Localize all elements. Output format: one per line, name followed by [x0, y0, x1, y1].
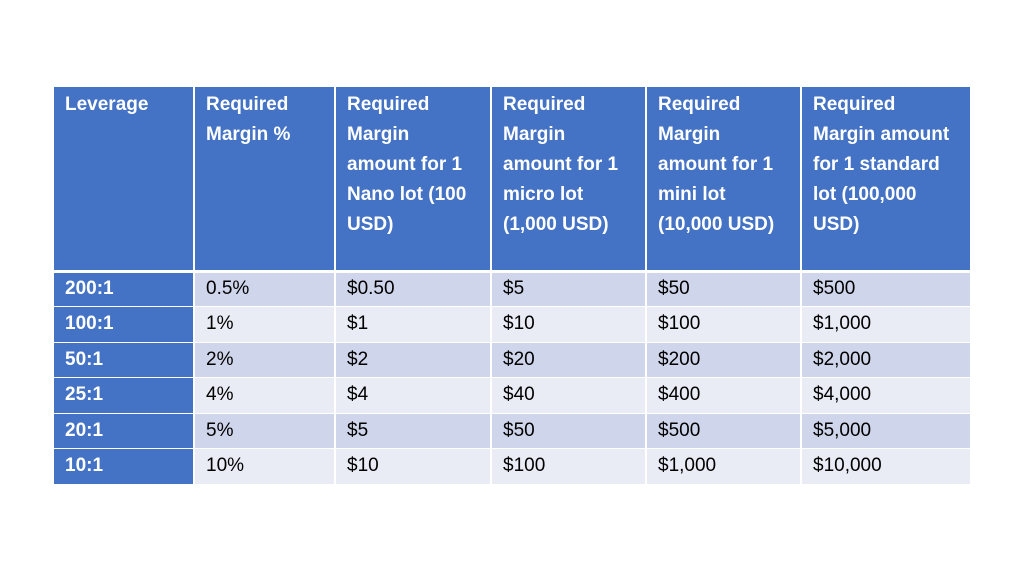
micro-lot-cell: $5	[491, 271, 647, 307]
standard-lot-cell: $5,000	[801, 413, 970, 449]
standard-lot-cell: $2,000	[801, 342, 970, 378]
margin-percent-cell: 0.5%	[194, 271, 336, 307]
table-row: 50:1 2% $2 $20 $200 $2,000	[54, 342, 970, 378]
micro-lot-cell: $40	[491, 377, 647, 414]
micro-lot-cell: $20	[491, 342, 647, 378]
margin-percent-cell: 5%	[194, 413, 336, 449]
margin-percent-cell: 2%	[194, 342, 336, 378]
table-row: 10:1 10% $10 $100 $1,000 $10,000	[54, 448, 970, 485]
leverage-cell: 25:1	[54, 377, 195, 414]
mini-lot-cell: $200	[646, 342, 802, 378]
table-row: 20:1 5% $5 $50 $500 $5,000	[54, 413, 970, 449]
table-header-row: Leverage Required Margin % Required Marg…	[54, 87, 970, 273]
micro-lot-cell: $100	[491, 448, 647, 485]
standard-lot-cell: $4,000	[801, 377, 970, 414]
table-row: 200:1 0.5% $0.50 $5 $50 $500	[54, 271, 970, 307]
margin-percent-cell: 1%	[194, 306, 336, 343]
nano-lot-cell: $1	[335, 306, 492, 343]
leverage-cell: 200:1	[54, 271, 195, 307]
nano-lot-cell: $10	[335, 448, 492, 485]
mini-lot-cell: $100	[646, 306, 802, 343]
margin-percent-cell: 4%	[194, 377, 336, 414]
header-nano-lot: Required Margin amount for 1 Nano lot (1…	[335, 87, 492, 273]
leverage-cell: 20:1	[54, 413, 195, 449]
header-leverage: Leverage	[54, 87, 195, 273]
leverage-cell: 10:1	[54, 448, 195, 485]
standard-lot-cell: $10,000	[801, 448, 970, 485]
mini-lot-cell: $500	[646, 413, 802, 449]
nano-lot-cell: $5	[335, 413, 492, 449]
mini-lot-cell: $1,000	[646, 448, 802, 485]
standard-lot-cell: $1,000	[801, 306, 970, 343]
leverage-margin-table: Leverage Required Margin % Required Marg…	[54, 87, 970, 485]
header-required-margin-percent: Required Margin %	[194, 87, 336, 273]
mini-lot-cell: $50	[646, 271, 802, 307]
micro-lot-cell: $50	[491, 413, 647, 449]
nano-lot-cell: $2	[335, 342, 492, 378]
header-standard-lot: Required Margin amount for 1 standard lo…	[801, 87, 970, 273]
mini-lot-cell: $400	[646, 377, 802, 414]
standard-lot-cell: $500	[801, 271, 970, 307]
header-mini-lot: Required Margin amount for 1 mini lot (1…	[646, 87, 802, 273]
nano-lot-cell: $4	[335, 377, 492, 414]
nano-lot-cell: $0.50	[335, 271, 492, 307]
table-row: 25:1 4% $4 $40 $400 $4,000	[54, 377, 970, 414]
leverage-cell: 100:1	[54, 306, 195, 343]
leverage-cell: 50:1	[54, 342, 195, 378]
micro-lot-cell: $10	[491, 306, 647, 343]
margin-percent-cell: 10%	[194, 448, 336, 485]
table-row: 100:1 1% $1 $10 $100 $1,000	[54, 306, 970, 343]
header-micro-lot: Required Margin amount for 1 micro lot (…	[491, 87, 647, 273]
